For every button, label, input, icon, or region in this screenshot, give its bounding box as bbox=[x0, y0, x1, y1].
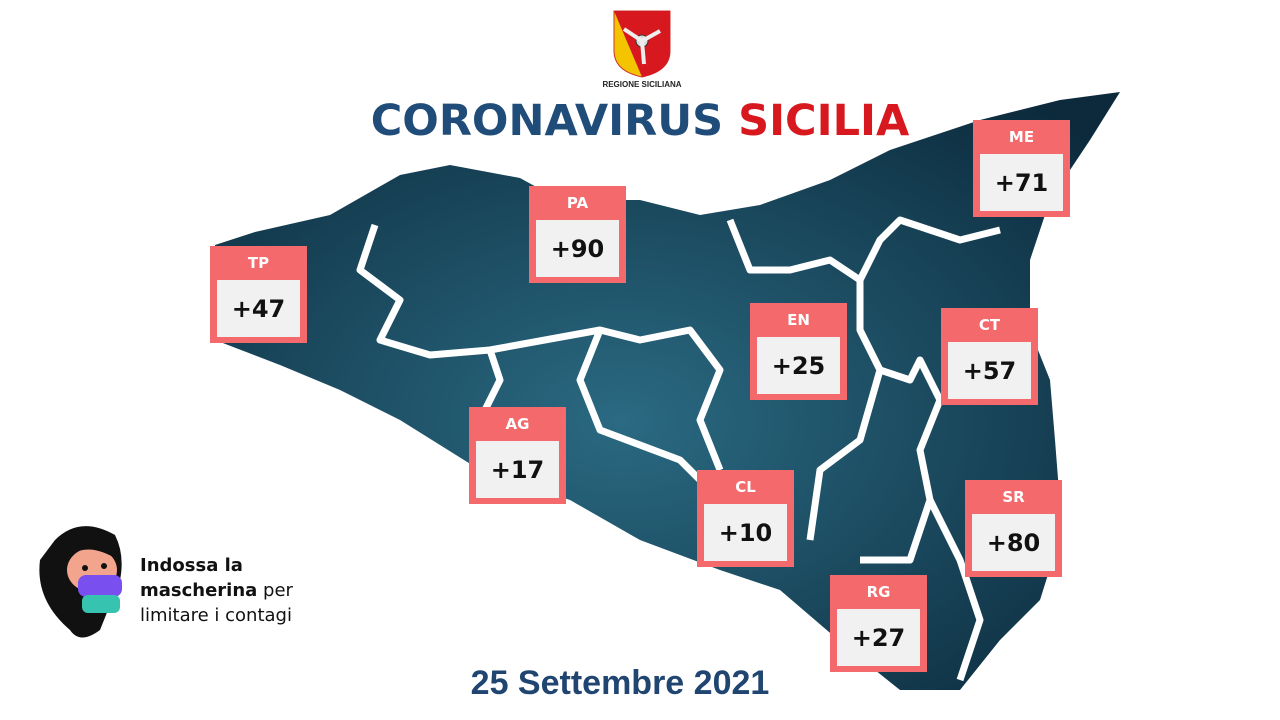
message-normal2: limitare i contagi bbox=[140, 605, 292, 626]
province-box-me: ME +71 bbox=[973, 120, 1070, 217]
trinacria-shield-icon bbox=[613, 10, 671, 78]
province-code: SR bbox=[1002, 488, 1025, 506]
province-box-cl: CL +10 bbox=[697, 470, 794, 567]
province-value: +80 bbox=[972, 514, 1055, 571]
region-logo bbox=[612, 9, 672, 83]
province-box-sr: SR +80 bbox=[965, 480, 1062, 577]
page-title: CORONAVIRUS SICILIA bbox=[0, 96, 1280, 146]
sicily-silhouette bbox=[215, 92, 1120, 690]
province-value: +10 bbox=[704, 504, 787, 561]
province-box-rg: RG +27 bbox=[830, 575, 927, 672]
date-label: 25 Settembre 2021 bbox=[470, 664, 770, 702]
province-code: CT bbox=[978, 316, 1001, 334]
province-box-pa: PA +90 bbox=[529, 186, 626, 283]
province-value: +17 bbox=[476, 441, 559, 498]
message-bold1: Indossa la bbox=[140, 555, 243, 576]
message-normal1: per bbox=[257, 580, 293, 601]
province-value: +27 bbox=[837, 609, 920, 666]
province-box-ct: CT +57 bbox=[941, 308, 1038, 405]
province-borders bbox=[356, 216, 1001, 682]
province-code: TP bbox=[247, 254, 270, 272]
province-code: PA bbox=[566, 194, 589, 212]
mask-message: Indossa la mascherina per limitare i con… bbox=[140, 553, 293, 628]
masked-woman-icon bbox=[39, 526, 122, 638]
province-box-en: EN +25 bbox=[750, 303, 847, 400]
province-code: EN bbox=[787, 311, 810, 329]
province-code: RG bbox=[866, 583, 891, 601]
message-bold2: mascherina bbox=[140, 580, 258, 601]
province-value: +57 bbox=[948, 342, 1031, 399]
province-value: +71 bbox=[980, 154, 1063, 211]
title-part2: SICILIA bbox=[738, 96, 910, 146]
logo-text: REGIONE SICILIANA bbox=[602, 80, 682, 89]
title-part1: CORONAVIRUS bbox=[370, 96, 724, 146]
province-box-tp: TP +47 bbox=[210, 246, 307, 343]
province-value: +25 bbox=[757, 337, 840, 394]
province-code: ME bbox=[1008, 128, 1035, 146]
province-value: +90 bbox=[536, 220, 619, 277]
province-value: +47 bbox=[217, 280, 300, 337]
province-code: AG bbox=[505, 415, 530, 433]
province-box-ag: AG +17 bbox=[469, 407, 566, 504]
province-code: CL bbox=[735, 478, 756, 496]
